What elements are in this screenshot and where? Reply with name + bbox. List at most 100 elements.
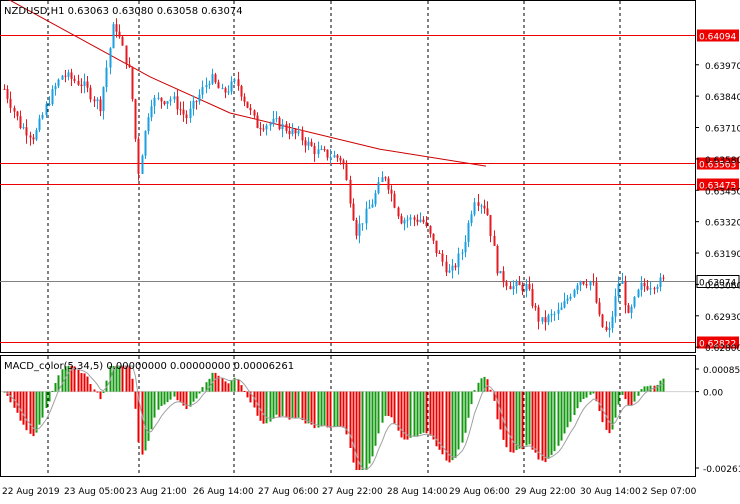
macd-bar (208, 378, 211, 392)
time-axis-label: 22 Aug 2019 (2, 487, 60, 497)
macd-bar (630, 391, 633, 406)
candle-body (112, 24, 115, 49)
candle-body (326, 149, 329, 158)
macd-bar (262, 391, 265, 424)
candle-body (121, 36, 124, 46)
macd-bar (320, 391, 323, 427)
macd-bar (237, 379, 240, 392)
candle-body (51, 89, 54, 104)
price-tick-label: 0.63710 (705, 125, 740, 135)
level-price-text: 0.64094 (699, 33, 736, 43)
macd-bar (614, 391, 617, 418)
candle-body (179, 109, 182, 111)
candle-body (627, 305, 630, 313)
time-axis-label: 23 Aug 05:00 (64, 487, 125, 497)
candle-body (358, 223, 361, 236)
macd-bar (397, 391, 400, 431)
price-tick-label: 0.63450 (705, 187, 740, 197)
candle-body (537, 307, 540, 322)
time-axis-label: 2 Sep 07:00 (642, 487, 697, 497)
candle-body (29, 135, 32, 138)
candle-body (16, 111, 19, 117)
candle-body (208, 83, 211, 85)
candle-body (240, 86, 243, 97)
macd-bar (509, 391, 512, 453)
candle-body (464, 241, 467, 253)
bid-price-text: 0.63074 (699, 279, 736, 289)
candle-body (198, 94, 201, 102)
macd-bar (176, 391, 179, 401)
candle-body (105, 67, 108, 88)
candle-body (77, 80, 80, 85)
macd-bar (505, 391, 508, 448)
candle-body (128, 64, 131, 67)
horizontal-levels[interactable]: 0.64094 0.63563 0.63475 0.62822 0.63074 (0, 29, 740, 350)
macd-axis[interactable]: 0.0008520 0.00 -0.002613 (695, 366, 740, 475)
macd-bar (377, 391, 380, 434)
macd-bar (86, 376, 89, 392)
macd-bar (422, 391, 425, 433)
macd-bar (310, 391, 313, 425)
candle-body (195, 100, 198, 102)
price-axis[interactable]: 0.63970 0.63840 0.63710 0.63580 0.63450 0.633… (695, 62, 740, 354)
candle-body (525, 284, 528, 291)
candle-body (160, 97, 163, 102)
candle-body (601, 314, 604, 327)
candle-body (621, 281, 624, 284)
candle-body (211, 74, 214, 84)
macd-bar (160, 391, 163, 406)
macd-bar (29, 391, 32, 434)
macd-bar (192, 391, 195, 402)
candle-body (163, 101, 166, 104)
level-price-text: 0.62822 (699, 340, 736, 350)
macd-bar (32, 391, 35, 437)
macd-bar (371, 391, 374, 457)
macd-bar (489, 389, 492, 392)
candle-body (368, 207, 371, 209)
macd-bar (227, 383, 230, 392)
macd-bar (595, 391, 598, 402)
candle-body (371, 204, 374, 208)
macd-bar (569, 391, 572, 422)
candle-body (432, 233, 435, 241)
candle-body (310, 141, 313, 147)
macd-bar (77, 369, 80, 392)
time-axis-label: 28 Aug 14:00 (387, 487, 448, 497)
macd-bar (307, 391, 310, 424)
candle-body (499, 271, 502, 274)
macd-bar (403, 391, 406, 440)
candle-body (457, 253, 460, 268)
candle-body (656, 286, 659, 289)
candle-body (115, 24, 118, 32)
time-axis-label: 29 Aug 22:00 (515, 487, 576, 497)
macd-bar (131, 378, 134, 392)
candle-body (560, 307, 563, 310)
macd-bar (467, 391, 470, 418)
time-axis[interactable]: 22 Aug 2019 23 Aug 05:00 23 Aug 21:00 26 Au… (2, 487, 697, 497)
macd-bar (105, 380, 108, 392)
macd-bar (473, 390, 476, 392)
candle-body (320, 149, 323, 150)
macd-bar (195, 391, 198, 399)
macd-bar (643, 386, 646, 392)
macd-bar (182, 391, 185, 406)
candle-body (249, 107, 252, 111)
macd-bar (9, 391, 12, 403)
symbol-header: NZDUSD,H1 0.63063 0.63080 0.63058 0.6307… (4, 6, 243, 17)
candle-body (38, 118, 41, 131)
candle-body (102, 87, 105, 112)
macd-bar (333, 391, 336, 427)
macd-bar (374, 391, 377, 446)
macd-bar (563, 391, 566, 434)
candle-body (374, 193, 377, 205)
candle-body (9, 98, 12, 108)
macd-bar (19, 391, 22, 421)
macd-bar (35, 391, 38, 433)
candle-body (425, 222, 428, 227)
level-price-label (697, 178, 739, 191)
candle-body (365, 208, 368, 224)
macd-bar (637, 391, 640, 396)
macd-bar (633, 391, 636, 402)
